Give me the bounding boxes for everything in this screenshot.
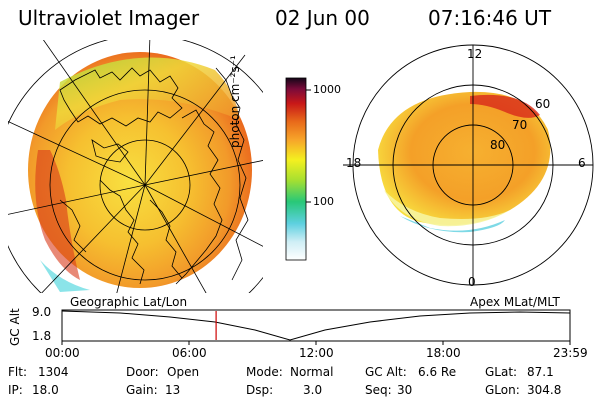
mode-label: Mode: [246, 365, 283, 379]
instrument-title: Ultraviolet Imager [18, 6, 200, 30]
limb-bright-region [35, 150, 80, 280]
magnetic-label: Apex MLat/MLT [470, 295, 560, 309]
altitude-ytick-top: 9.0 [32, 305, 52, 319]
mode-value: Normal [290, 365, 334, 379]
xtick-0000: 00:00 [45, 346, 80, 360]
date-label: 02 Jun 00 [275, 6, 370, 30]
time-label: 07:16:46 UT [428, 6, 552, 30]
colorbar-unit-label: photon cm⁻²s⁻¹ [228, 55, 242, 148]
polar-grid [343, 44, 594, 286]
ip-value: 18.0 [32, 383, 59, 397]
lat-lon-grid [8, 40, 263, 293]
gcalt-value: 6.6 Re [418, 365, 457, 379]
dsp-label: Dsp: [246, 383, 274, 397]
door-value: Open [167, 365, 200, 379]
magnetic-polar-panel [343, 44, 594, 286]
door-label: Door: [126, 365, 159, 379]
gain-label: Gain: [126, 383, 158, 397]
xtick-2359: 23:59 [553, 346, 588, 360]
altitude-ylabel: GC Alt [8, 308, 22, 346]
lat-label-70: 70 [512, 118, 528, 132]
coastline-outlines [59, 67, 249, 285]
geographic-label: Geographic Lat/Lon [70, 295, 188, 309]
mlt-label-6: 6 [578, 156, 586, 170]
glon-value: 304.8 [527, 383, 562, 397]
altitude-ytick-bottom: 1.8 [32, 329, 52, 343]
dayside-green-edge [55, 57, 240, 130]
limb-cyan-edge [40, 260, 90, 292]
altitude-plot [61, 309, 571, 345]
ip-label: IP: [8, 383, 23, 397]
colorbar-label-1000: 1000 [313, 83, 341, 96]
lat-label-80: 80 [490, 138, 506, 152]
xtick-1800: 18:00 [426, 346, 461, 360]
xtick-1200: 12:00 [299, 346, 334, 360]
mlt-label-12: 12 [467, 47, 483, 61]
oval-pale-edge [384, 190, 510, 227]
glat-label: GLat: [485, 365, 518, 379]
flt-label: Flt: [8, 365, 27, 379]
lat-label-60: 60 [535, 97, 551, 111]
xtick-0600: 06:00 [172, 346, 207, 360]
gcalt-label: GC Alt: [365, 365, 407, 379]
colorbar [285, 77, 311, 261]
colorbar-gradient [285, 77, 307, 261]
colorbar-label-100: 100 [313, 195, 334, 208]
mlt-label-0: 0 [468, 275, 476, 289]
mlt-label-18: 18 [346, 156, 362, 170]
altitude-curve [61, 310, 571, 341]
oval-bright-red [470, 94, 540, 118]
glat-value: 87.1 [527, 365, 554, 379]
seq-label: Seq: [365, 383, 392, 397]
flt-value: 1304 [38, 365, 69, 379]
auroral-oval [378, 91, 551, 226]
seq-value: 30 [397, 383, 413, 397]
geographic-image-panel [8, 40, 263, 293]
dsp-value: 3.0 [303, 383, 323, 397]
glon-label: GLon: [485, 383, 520, 397]
gain-value: 13 [165, 383, 181, 397]
